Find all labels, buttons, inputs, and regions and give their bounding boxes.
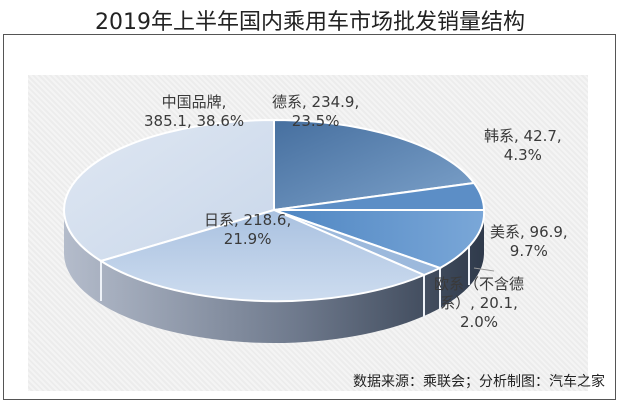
label-japan: 日系, 218.6, 21.9%: [204, 211, 292, 248]
leader-line-usa: [473, 267, 495, 272]
label-europe: 欧系（不含德 系）, 20.1, 2.0%: [434, 275, 525, 331]
label-korea: 韩系, 42.7, 4.3%: [484, 127, 562, 164]
pie-side-wall: [64, 210, 484, 343]
slice-germany[interactable]: [273, 118, 476, 212]
source-note: 数据来源：乘联会；分析制图：汽车之家: [353, 374, 605, 390]
slice-japan[interactable]: [98, 208, 427, 303]
label-usa: 美系, 96.9, 9.7%: [490, 223, 568, 260]
chart-frame: 中国品牌, 385.1, 38.6% 德系, 234.9, 23.5% 韩系, 42…: [3, 34, 616, 400]
pie-chart: [63, 118, 495, 343]
slice-china[interactable]: [63, 118, 275, 263]
slice-usa[interactable]: [273, 209, 486, 270]
label-germany: 德系, 234.9, 23.5%: [272, 93, 360, 130]
label-china: 中国品牌, 385.1, 38.6%: [144, 93, 245, 130]
chart-title: 2019年上半年国内乘用车市场批发销量结构: [95, 10, 525, 35]
